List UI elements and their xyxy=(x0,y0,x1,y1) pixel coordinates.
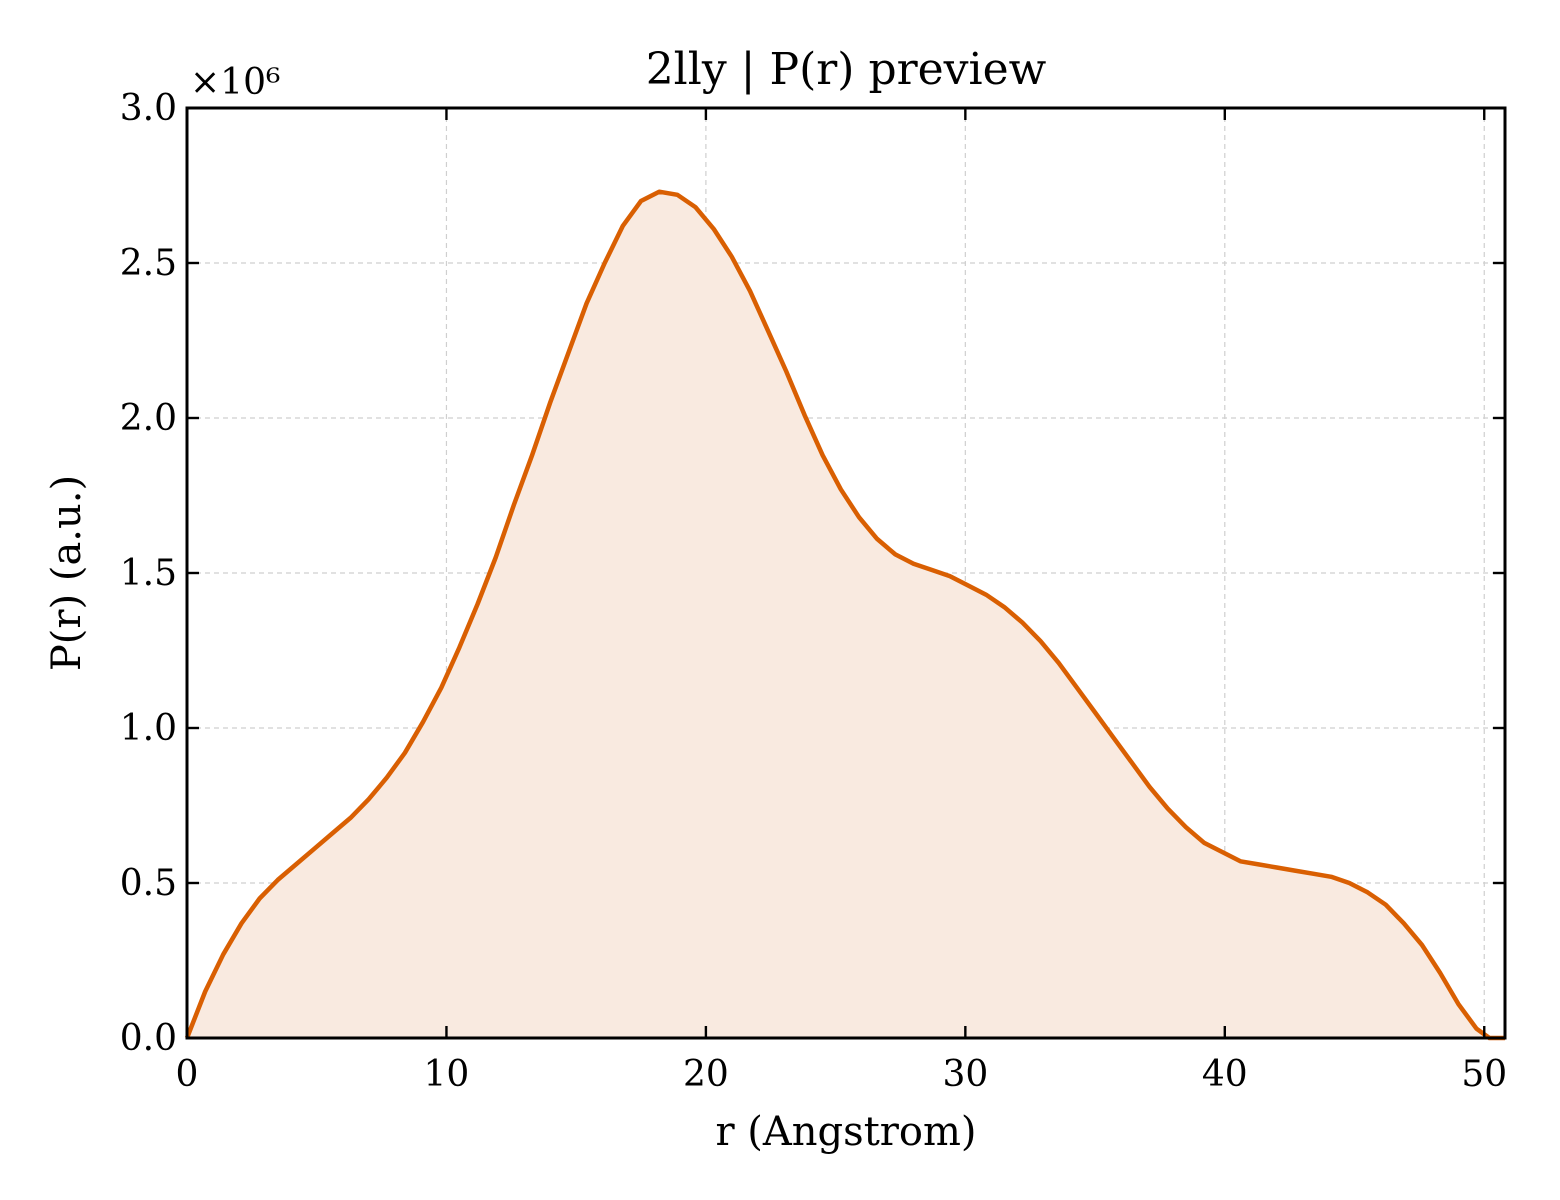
x-tick-label: 40 xyxy=(1202,1054,1248,1095)
y-tick-label: 1.5 xyxy=(120,553,177,594)
x-tick-label: 10 xyxy=(424,1054,470,1095)
y-tick-label: 1.0 xyxy=(120,708,177,749)
chart-title: 2lly | P(r) preview xyxy=(646,44,1047,95)
x-axis-ticks: 0 10 20 30 40 50 xyxy=(176,108,1507,1095)
x-tick-label: 0 xyxy=(176,1054,199,1095)
pr-area-fill xyxy=(187,191,1505,1038)
y-tick-label: 2.0 xyxy=(120,398,177,439)
y-tick-label: 3.0 xyxy=(120,88,177,129)
y-axis-label: P(r) (a.u.) xyxy=(44,475,90,671)
pr-series-line xyxy=(184,189,1505,1041)
y-axis-multiplier: ×10⁶ xyxy=(190,62,280,103)
x-tick-label: 20 xyxy=(683,1054,729,1095)
y-tick-label: 0.0 xyxy=(120,1018,177,1059)
x-tick-label: 30 xyxy=(942,1054,988,1095)
x-tick-label: 50 xyxy=(1461,1054,1507,1095)
y-tick-label: 0.5 xyxy=(120,863,177,904)
y-axis-ticks: 0.0 0.5 1.0 1.5 2.0 2.5 3.0 xyxy=(120,88,1505,1059)
x-axis-label: r (Angstrom) xyxy=(715,1109,976,1155)
y-tick-label: 2.5 xyxy=(120,243,177,284)
